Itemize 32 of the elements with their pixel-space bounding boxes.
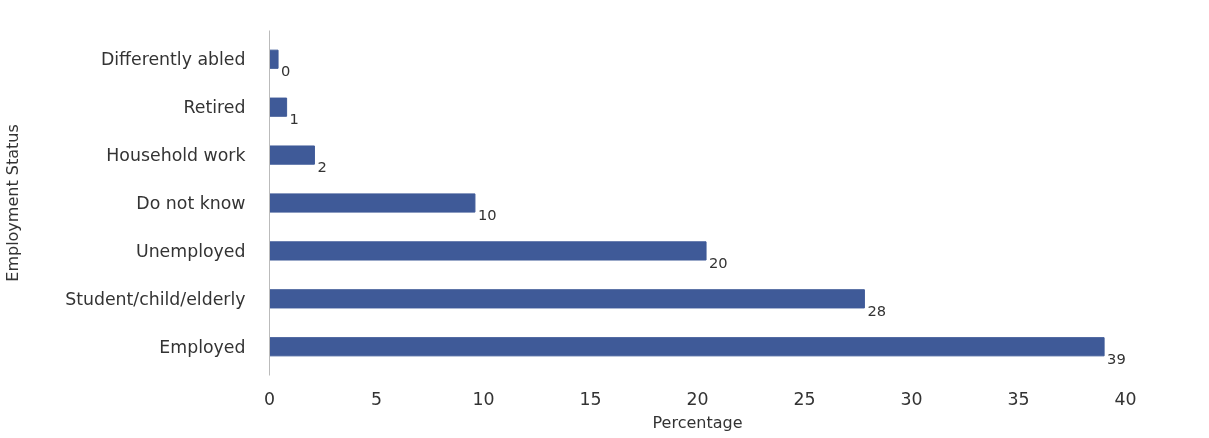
y-tick-label: Retired [183,97,246,118]
x-tick-label: 35 [1007,388,1030,409]
y-tick-label: Student/child/elderly [65,288,246,309]
bar [269,193,476,213]
y-tick-label: Unemployed [135,240,246,261]
y-tick-label: Differently abled [100,49,246,70]
data-label: 0 [281,62,291,80]
y-axis-title: Employment Status [3,124,23,282]
x-tick-label: 5 [370,388,383,409]
data-label: 28 [867,301,887,319]
bar [269,289,865,309]
data-label: 39 [1107,349,1126,367]
data-label: 10 [477,206,497,223]
data-label: 1 [289,110,299,128]
bar [269,145,315,165]
x-tick-label: 40 [1114,388,1137,409]
data-label: 20 [709,253,728,271]
y-tick-label: Household work [106,145,246,166]
x-tick-label: 15 [579,388,602,409]
bar [269,337,1105,357]
x-tick-label: 20 [686,388,709,409]
x-tick-label: 0 [263,388,276,409]
x-tick-label: 25 [793,388,816,409]
data-label: 2 [317,158,327,176]
x-axis-title: Percentage [652,412,743,432]
y-tick-label: Do not know [136,193,246,213]
y-tick-label: Employed [159,336,246,357]
x-tick-label: 30 [900,388,923,409]
bar [269,49,279,69]
x-tick-label: 10 [472,388,495,409]
bar [269,241,707,261]
bar [269,97,288,117]
